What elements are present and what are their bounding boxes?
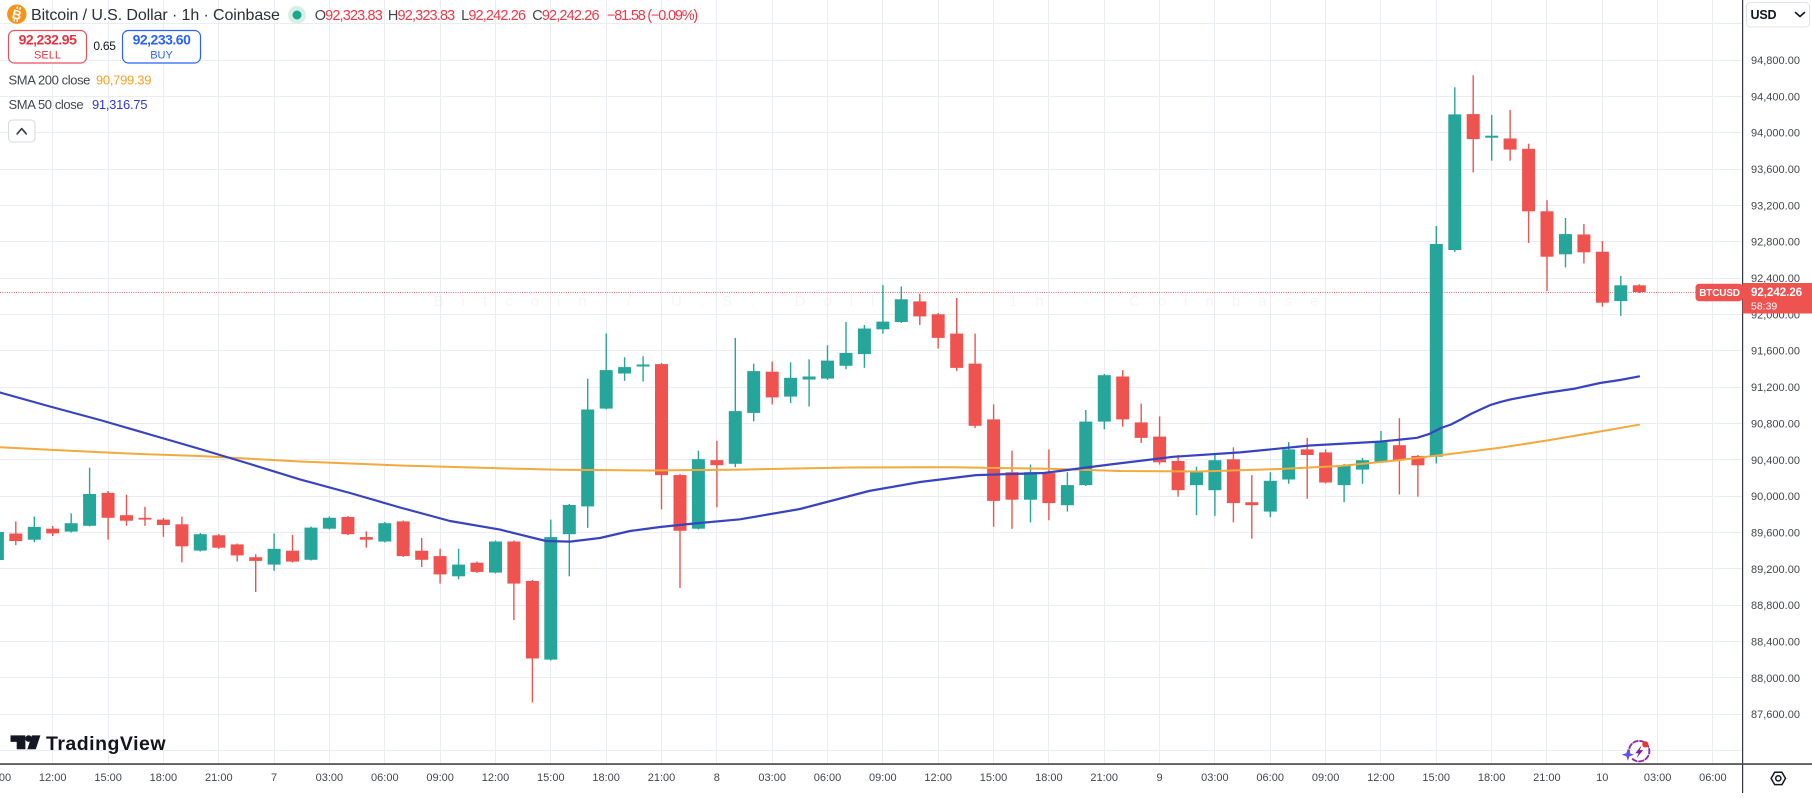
svg-text:L92,242.26: L92,242.26	[461, 8, 526, 24]
svg-text:21:00: 21:00	[205, 772, 233, 784]
svg-text:94,400.00: 94,400.00	[1751, 91, 1800, 103]
svg-text:09:00: 09:00	[1312, 772, 1340, 784]
svg-text:88,800.00: 88,800.00	[1751, 600, 1800, 612]
svg-text:21:00: 21:00	[648, 772, 676, 784]
svg-text:18:00: 18:00	[150, 772, 178, 784]
svg-text:TradingView: TradingView	[46, 733, 166, 755]
svg-text:93,200.00: 93,200.00	[1751, 200, 1800, 212]
svg-text:O92,323.83: O92,323.83	[315, 8, 383, 24]
svg-text:09:00: 09:00	[426, 772, 454, 784]
svg-text:12:00: 12:00	[482, 772, 510, 784]
svg-text:06:00: 06:00	[1699, 772, 1727, 784]
svg-text:88,000.00: 88,000.00	[1751, 673, 1800, 685]
svg-text:C92,242.26: C92,242.26	[532, 8, 599, 24]
svg-text:21:00: 21:00	[1090, 772, 1118, 784]
svg-text:09:00: 09:00	[869, 772, 897, 784]
svg-text:03:00: 03:00	[1201, 772, 1229, 784]
svg-text:91,600.00: 91,600.00	[1751, 346, 1800, 358]
svg-text:58:39: 58:39	[1751, 301, 1777, 313]
svg-text:90,799.39: 90,799.39	[96, 73, 151, 88]
svg-text:0.65: 0.65	[93, 39, 116, 53]
svg-text:06:00: 06:00	[814, 772, 842, 784]
svg-text:15:00: 15:00	[1422, 772, 1450, 784]
svg-text:12:00: 12:00	[39, 772, 67, 784]
svg-text:93,600.00: 93,600.00	[1751, 164, 1800, 176]
svg-text:21:00: 21:00	[1533, 772, 1561, 784]
svg-text:18:00: 18:00	[1035, 772, 1063, 784]
svg-text:BUY: BUY	[150, 50, 173, 62]
svg-text:SELL: SELL	[34, 50, 61, 62]
svg-text:15:00: 15:00	[980, 772, 1008, 784]
svg-text:91,200.00: 91,200.00	[1751, 382, 1800, 394]
svg-text:06:00: 06:00	[1256, 772, 1284, 784]
svg-text:Bitcoin / U.S. Dollar · 1h · C: Bitcoin / U.S. Dollar · 1h · Coinbase	[434, 293, 1337, 310]
svg-text:87,600.00: 87,600.00	[1751, 709, 1800, 721]
svg-text:SMA 200 close: SMA 200 close	[9, 73, 91, 88]
svg-text:88,400.00: 88,400.00	[1751, 637, 1800, 649]
svg-text:92,800.00: 92,800.00	[1751, 237, 1800, 249]
svg-text:7: 7	[271, 772, 277, 784]
svg-text:92,233.60: 92,233.60	[133, 32, 191, 48]
svg-text:89,600.00: 89,600.00	[1751, 527, 1800, 539]
svg-text:12:00: 12:00	[1367, 772, 1395, 784]
svg-text:06:00: 06:00	[371, 772, 399, 784]
svg-text:90,800.00: 90,800.00	[1751, 418, 1800, 430]
svg-text:94,000.00: 94,000.00	[1751, 128, 1800, 140]
svg-text:03:00: 03:00	[316, 772, 344, 784]
svg-text:9: 9	[1156, 772, 1162, 784]
svg-text:10: 10	[1596, 772, 1608, 784]
svg-text:03:00: 03:00	[1644, 772, 1672, 784]
svg-text:18:00: 18:00	[592, 772, 620, 784]
svg-text:91,316.75: 91,316.75	[92, 97, 147, 112]
svg-text:8: 8	[714, 772, 720, 784]
svg-text:09:00: 09:00	[0, 772, 11, 784]
svg-text:92,232.95: 92,232.95	[19, 32, 77, 48]
svg-text:89,200.00: 89,200.00	[1751, 564, 1800, 576]
svg-text:15:00: 15:00	[94, 772, 122, 784]
svg-text:USD: USD	[1751, 8, 1777, 22]
svg-text:−81.58 (−0.09%): −81.58 (−0.09%)	[607, 8, 697, 24]
svg-text:18:00: 18:00	[1478, 772, 1506, 784]
svg-text:90,400.00: 90,400.00	[1751, 455, 1800, 467]
svg-text:94,800.00: 94,800.00	[1751, 55, 1800, 67]
svg-text:SMA 50 close: SMA 50 close	[9, 97, 84, 112]
svg-text:Bitcoin / U.S. Dollar · 1h · C: Bitcoin / U.S. Dollar · 1h · Coinbase	[31, 7, 280, 24]
svg-text:92,242.26: 92,242.26	[1751, 287, 1802, 299]
svg-text:BTCUSD: BTCUSD	[1699, 288, 1739, 299]
svg-text:H92,323.83: H92,323.83	[388, 8, 455, 24]
svg-text:12:00: 12:00	[924, 772, 952, 784]
svg-text:15:00: 15:00	[537, 772, 565, 784]
svg-text:90,000.00: 90,000.00	[1751, 491, 1800, 503]
svg-text:03:00: 03:00	[758, 772, 786, 784]
